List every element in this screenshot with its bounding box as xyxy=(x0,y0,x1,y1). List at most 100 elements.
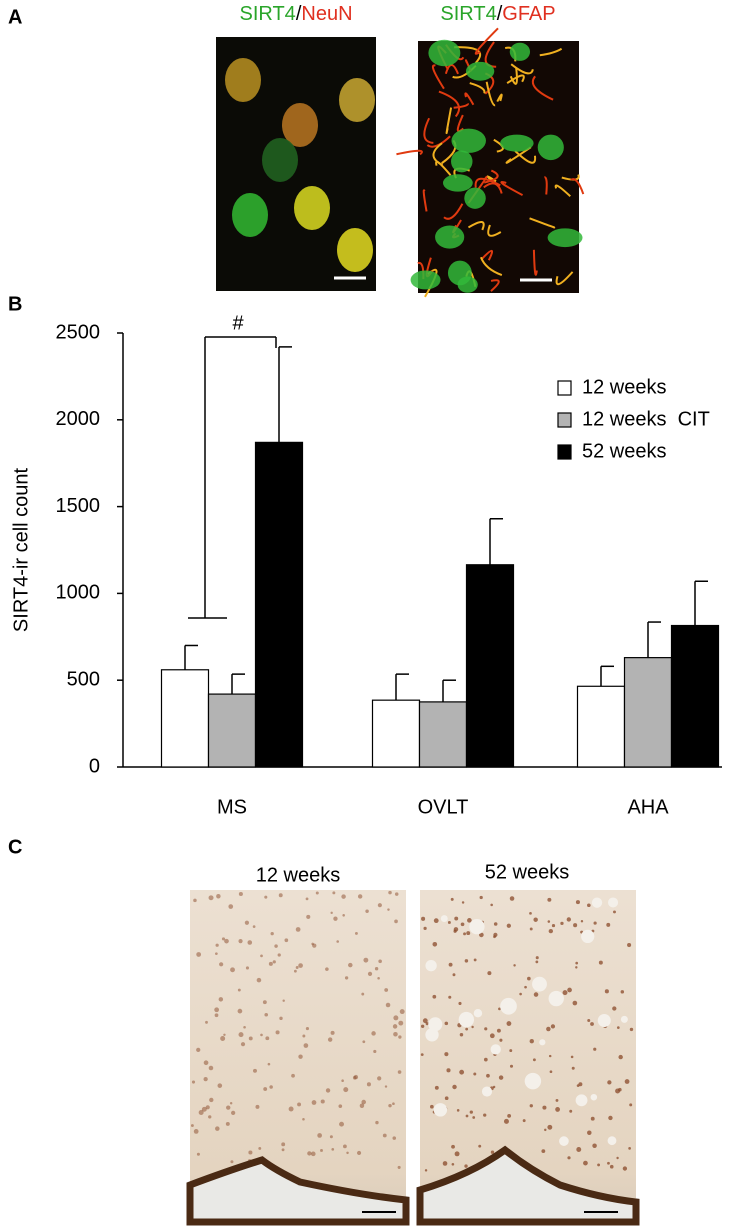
nucleus xyxy=(452,973,456,977)
nucleus xyxy=(397,1165,401,1169)
nucleus xyxy=(496,1028,501,1033)
nucleus xyxy=(366,1082,371,1087)
nucleus xyxy=(433,918,439,924)
nucleus xyxy=(454,1151,460,1157)
nucleus xyxy=(398,1020,404,1026)
nucleus xyxy=(339,1121,344,1127)
nucleus xyxy=(487,971,492,976)
nucleus xyxy=(333,916,338,921)
nucleus xyxy=(421,916,426,921)
nucleus xyxy=(498,1007,501,1011)
nucleus xyxy=(547,897,552,902)
nucleus xyxy=(548,1054,552,1058)
nucleus xyxy=(547,1124,553,1130)
vacuole xyxy=(469,919,485,935)
vacuole xyxy=(473,1008,483,1018)
fiber xyxy=(426,135,451,148)
fiber xyxy=(474,27,499,55)
y-tick-label: 2500 xyxy=(56,321,101,343)
nucleus xyxy=(442,1161,448,1166)
nucleus xyxy=(616,1156,619,1160)
nucleus xyxy=(473,958,477,962)
nucleus xyxy=(291,1073,295,1078)
nucleus xyxy=(346,1151,349,1155)
sep: / xyxy=(497,3,503,25)
vacuole xyxy=(490,1044,501,1055)
vacuole xyxy=(539,1039,546,1046)
nucleus xyxy=(205,1020,208,1024)
nucleus xyxy=(191,1080,196,1084)
nucleus xyxy=(434,1085,439,1090)
nucleus xyxy=(607,1161,610,1165)
cell xyxy=(451,150,473,173)
vacuole xyxy=(575,1094,588,1107)
nucleus xyxy=(359,1103,365,1108)
nucleus xyxy=(193,898,197,903)
nucleus xyxy=(264,1012,269,1017)
nucleus xyxy=(576,1084,580,1087)
nucleus xyxy=(354,931,358,935)
nucleus xyxy=(550,1024,556,1029)
fiber xyxy=(506,74,525,84)
x-tick-label: AHA xyxy=(627,796,669,818)
nucleus xyxy=(393,1031,398,1037)
image-title: 52 weeks xyxy=(485,861,570,883)
nucleus xyxy=(215,943,219,947)
nucleus xyxy=(483,1113,487,1117)
cell xyxy=(547,228,583,248)
nucleus xyxy=(260,954,263,958)
nucleus xyxy=(464,1164,468,1168)
nucleus xyxy=(541,1149,546,1154)
nucleus xyxy=(394,892,399,896)
nucleus xyxy=(384,988,389,992)
cell xyxy=(442,174,473,192)
nucleus xyxy=(375,1120,379,1125)
nucleus xyxy=(336,940,339,943)
nucleus xyxy=(522,1119,526,1123)
nucleus xyxy=(282,999,285,1002)
nucleus xyxy=(190,1124,194,1127)
nucleus xyxy=(562,990,568,996)
nucleus xyxy=(295,966,299,969)
fiber xyxy=(505,146,532,164)
nucleus xyxy=(361,992,365,996)
vacuole xyxy=(548,990,564,1007)
nucleus xyxy=(248,1036,253,1041)
nucleus xyxy=(352,1075,357,1080)
nucleus xyxy=(490,1150,495,1154)
vacuole xyxy=(620,1015,628,1023)
nucleus xyxy=(420,1024,425,1028)
nucleus xyxy=(448,995,452,999)
nucleus xyxy=(483,1057,488,1062)
nucleus xyxy=(609,1164,614,1169)
nucleus xyxy=(365,909,369,913)
fiber xyxy=(480,256,503,277)
nucleus xyxy=(493,922,498,926)
nucleus xyxy=(486,1073,490,1078)
nucleus xyxy=(344,976,349,980)
vacuole xyxy=(440,915,448,923)
nucleus xyxy=(327,1037,333,1042)
nucleus xyxy=(325,1088,331,1093)
nucleus xyxy=(267,1062,271,1066)
nucleus xyxy=(255,1104,260,1109)
nucleus xyxy=(509,896,515,901)
nucleus xyxy=(307,1151,312,1156)
fiber xyxy=(423,117,434,144)
cell xyxy=(294,186,330,230)
nucleus xyxy=(622,1166,628,1171)
nucleus xyxy=(330,1030,335,1035)
nucleus xyxy=(460,922,465,927)
nucleus xyxy=(524,985,527,989)
fiber xyxy=(435,160,452,176)
nucleus xyxy=(315,891,319,895)
nucleus xyxy=(265,1036,270,1041)
legend-label: 12 weeks CIT xyxy=(582,408,710,430)
nucleus xyxy=(587,1019,591,1023)
bar xyxy=(371,699,421,768)
nucleus xyxy=(196,952,202,957)
nucleus xyxy=(341,1079,344,1082)
nucleus xyxy=(382,1133,387,1138)
vacuole xyxy=(428,1017,443,1032)
nucleus xyxy=(278,893,283,898)
